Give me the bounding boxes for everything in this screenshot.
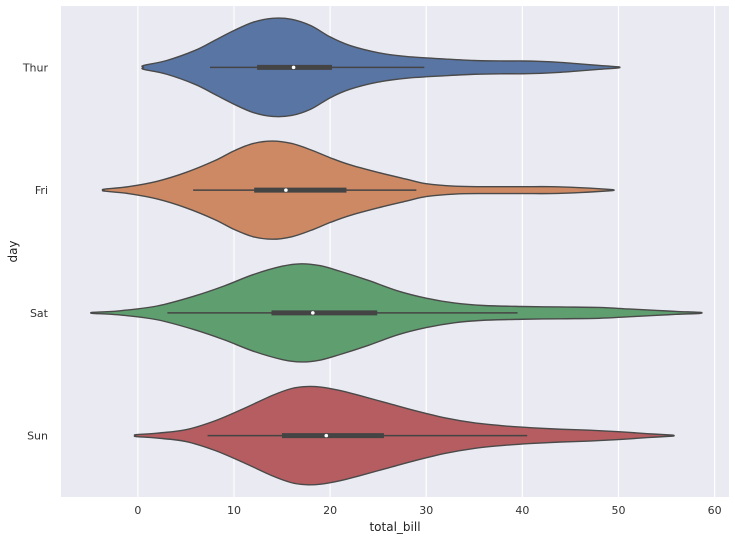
x-tick-label: 10	[227, 504, 241, 517]
x-tick-label: 30	[419, 504, 433, 517]
iqr-box-sat	[271, 310, 378, 316]
violins	[90, 17, 703, 486]
median-sun	[324, 433, 329, 438]
median-thur	[291, 65, 296, 70]
y-axis-ticks: Thur Fri Sat Sun	[22, 61, 49, 442]
x-tick-label: 40	[515, 504, 529, 517]
x-axis-ticks: 0 10 20 30 40 50 60	[134, 504, 721, 517]
y-tick-label: Sun	[27, 430, 48, 443]
x-tick-label: 50	[611, 504, 625, 517]
x-tick-label: 0	[134, 504, 141, 517]
y-tick-label: Thur	[22, 61, 49, 74]
y-axis-label: day	[6, 240, 20, 262]
y-tick-label: Sat	[30, 307, 49, 320]
iqr-box-fri	[254, 187, 347, 193]
x-tick-label: 60	[708, 504, 722, 517]
y-tick-label: Fri	[35, 184, 48, 197]
x-tick-label: 20	[323, 504, 337, 517]
median-sat	[311, 311, 315, 315]
x-axis-label: total_bill	[369, 520, 420, 534]
median-fri	[284, 188, 288, 192]
iqr-box-sun	[281, 433, 384, 439]
